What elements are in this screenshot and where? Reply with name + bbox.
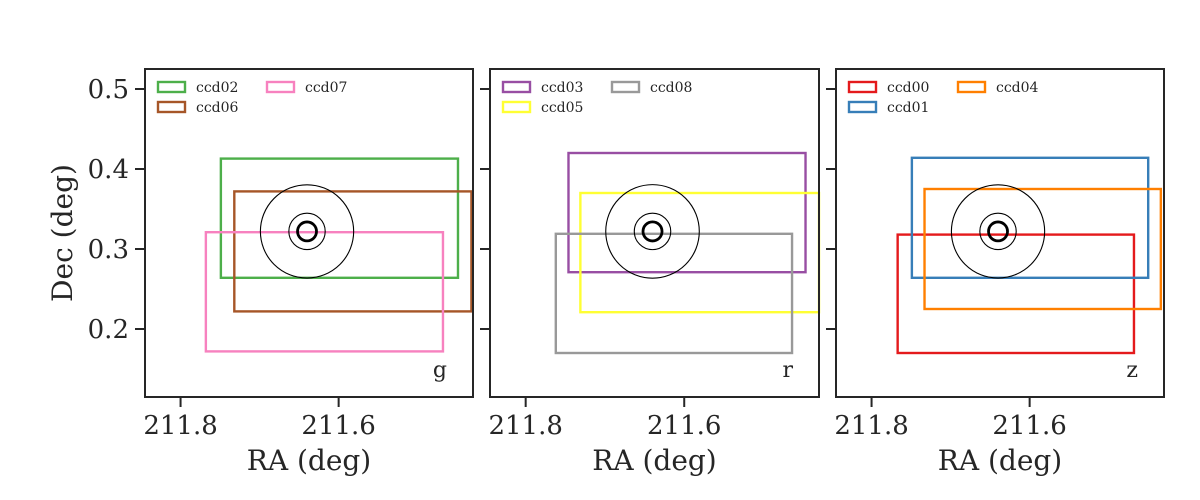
panel-z: 211.8 211.6RA (deg) z ccd00 ccd01 ccd04	[826, 68, 1165, 477]
legend-swatch-ccd06	[156, 100, 187, 114]
y-tick-label: 0.2	[88, 315, 129, 345]
band-label: z	[1126, 358, 1138, 383]
legend: ccd00 ccd01 ccd04	[847, 80, 1039, 116]
ccd-footprint-ccd02	[219, 157, 460, 280]
legend-swatch-ccd03	[501, 80, 532, 94]
aperture-circle-3	[259, 184, 355, 279]
ccd-footprint-ccd06	[233, 190, 473, 313]
legend-label-ccd01: ccd01	[887, 100, 929, 116]
legend-swatch-ccd02	[156, 80, 187, 94]
aperture-circle-1	[641, 220, 664, 243]
x-axis-label: RA (deg)	[938, 444, 1062, 477]
ccd-footprint-ccd07	[204, 230, 445, 353]
panel-g: 211.8 211.6 0.5 0.4 0.3 0.2 RA (deg) Dec (deg) g…	[46, 68, 474, 477]
legend-label-ccd04: ccd04	[996, 80, 1039, 96]
legend-label-ccd06: ccd06	[196, 100, 239, 116]
y-tick-label: 0.4	[88, 155, 129, 185]
ccd-footprint-ccd08	[554, 232, 794, 355]
x-axis-label: RA (deg)	[247, 444, 371, 477]
axes-frame	[835, 68, 1165, 398]
legend: ccd02 ccd06 ccd07	[156, 80, 347, 116]
legend-label-ccd08: ccd08	[650, 80, 692, 96]
legend-swatch-ccd07	[265, 80, 296, 94]
band-label: r	[782, 358, 793, 383]
legend-swatch-ccd04	[956, 80, 987, 94]
ccd-footprint-ccd03	[567, 151, 807, 274]
x-tick-label: 211.8	[488, 411, 562, 441]
legend-swatch-ccd01	[847, 100, 878, 114]
legend-swatch-ccd05	[501, 100, 532, 114]
x-axis-label: RA (deg)	[592, 444, 716, 477]
axes-frame	[489, 68, 820, 398]
ccd-footprint-ccd01	[910, 156, 1150, 280]
legend-label-ccd02: ccd02	[196, 80, 238, 96]
aperture-circle-3	[950, 184, 1046, 279]
legend-swatch-ccd00	[847, 80, 878, 94]
ccd-footprint-ccd05	[579, 191, 821, 314]
legend-swatch-ccd08	[610, 80, 641, 94]
aperture-circle-2	[633, 212, 672, 251]
panel-r: 211.8 211.6RA (deg) r ccd03 ccd05 ccd08	[480, 68, 821, 477]
band-label: g	[433, 358, 447, 383]
aperture-circle-1	[296, 220, 318, 243]
y-tick-label: 0.5	[88, 75, 129, 105]
x-tick-label: 211.6	[647, 411, 721, 441]
legend: ccd03 ccd05 ccd08	[501, 80, 692, 116]
y-tick-label: 0.3	[88, 235, 129, 265]
ccd-footprint-ccd00	[896, 233, 1136, 355]
aperture-circle-3	[605, 184, 700, 279]
legend-label-ccd07: ccd07	[305, 80, 347, 96]
legend-label-ccd05: ccd05	[541, 100, 583, 116]
axes-frame	[144, 68, 474, 398]
x-tick-label: 211.8	[834, 411, 908, 441]
x-tick-label: 211.6	[301, 411, 375, 441]
ccd-footprint-ccd04	[923, 187, 1163, 311]
aperture-circle-2	[979, 212, 1017, 251]
aperture-circle-1	[987, 220, 1009, 243]
x-tick-label: 211.8	[143, 411, 217, 441]
y-axis-label: Dec (deg)	[46, 164, 79, 302]
aperture-circle-2	[288, 212, 326, 251]
legend-label-ccd00: ccd00	[887, 80, 929, 96]
x-tick-label: 211.6	[992, 411, 1066, 441]
legend-label-ccd03: ccd03	[541, 80, 583, 96]
